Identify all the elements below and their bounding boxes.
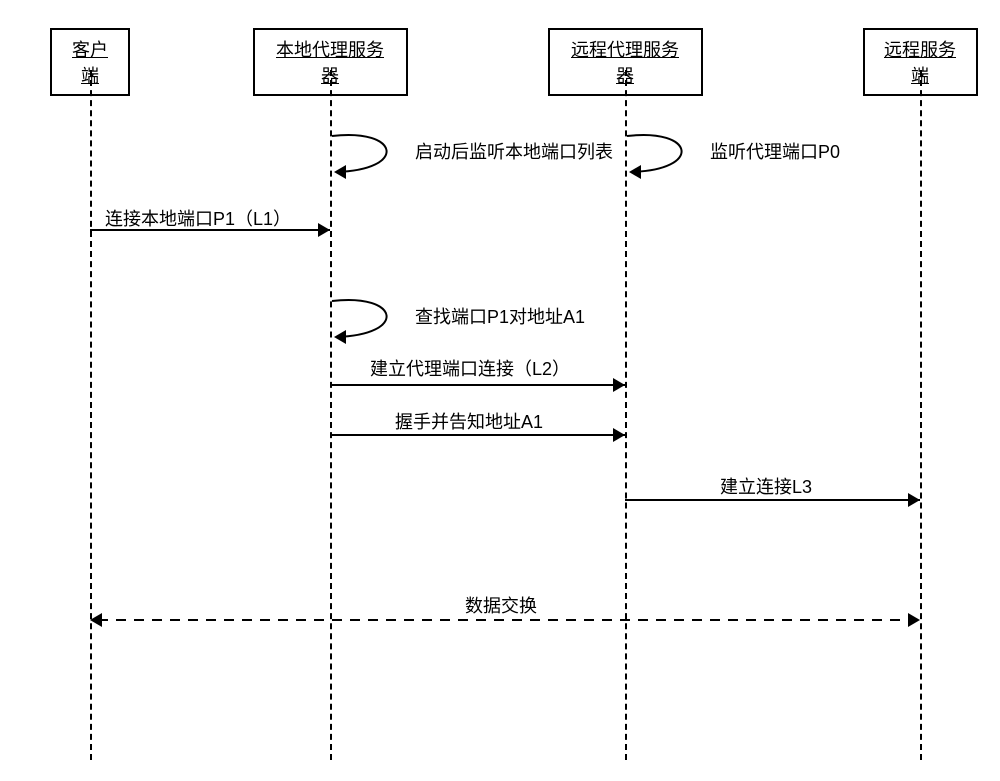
self-listen-p0: [625, 130, 690, 175]
establish-l2-label: 建立代理端口连接（L2）: [370, 355, 570, 381]
connect-p1-label: 连接本地端口P1（L1）: [105, 205, 291, 231]
establish-l3-label: 建立连接L3: [720, 473, 812, 499]
self-listen-p0-label: 监听代理端口P0: [710, 138, 840, 164]
self-lookup-a1: [330, 295, 395, 340]
lifeline-remote-server: [920, 70, 922, 760]
data-exchange-label: 数据交换: [465, 592, 537, 618]
handshake-a1-label: 握手并告知地址A1: [395, 408, 543, 434]
lifeline-client: [90, 70, 92, 760]
self-listen-local: [330, 130, 395, 175]
sequence-diagram: 客户端本地代理服务器远程代理服务器远程服务端启动后监听本地端口列表监听代理端口P…: [0, 0, 1000, 781]
self-listen-local-label: 启动后监听本地端口列表: [415, 138, 613, 164]
self-lookup-a1-label: 查找端口P1对地址A1: [415, 303, 585, 329]
